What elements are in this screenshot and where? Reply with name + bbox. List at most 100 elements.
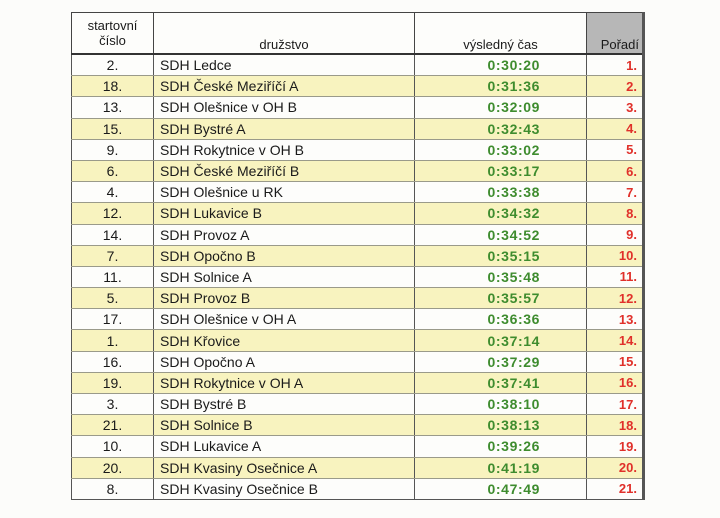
result-time-cell: 0:38:10 (414, 393, 587, 416)
table-row: 9. SDH Rokytnice v OH B 0:33:02 5. (71, 139, 645, 161)
header-start-number-line1: startovní (87, 18, 138, 33)
result-time-cell: 0:37:29 (414, 351, 587, 373)
start-number-cell: 13. (71, 96, 154, 119)
table-row: 1. SDH Křovice 0:37:14 14. (71, 329, 645, 352)
table-row: 19. SDH Rokytnice v OH A 0:37:41 16. (71, 372, 645, 395)
table-row: 16. SDH Opočno A 0:37:29 15. (71, 351, 645, 373)
rank-cell: 11. (586, 266, 645, 289)
team-cell: SDH Křovice (153, 329, 415, 352)
table-row: 7. SDH Opočno B 0:35:15 10. (71, 245, 645, 267)
rank-cell: 9. (586, 224, 645, 246)
start-number-cell: 16. (71, 351, 154, 373)
result-time-cell: 0:38:13 (414, 414, 587, 437)
start-number-cell: 18. (71, 75, 154, 98)
start-number-cell: 6. (71, 160, 154, 183)
rank-cell: 17. (586, 393, 645, 416)
result-time-cell: 0:33:02 (414, 139, 587, 161)
start-number-cell: 15. (71, 118, 154, 140)
rank-cell: 2. (586, 75, 645, 98)
rank-cell: 18. (586, 414, 645, 437)
team-cell: SDH Lukavice B (153, 202, 415, 225)
result-time-cell: 0:34:52 (414, 224, 587, 246)
start-number-cell: 19. (71, 372, 154, 395)
result-time-cell: 0:37:41 (414, 372, 587, 395)
result-time-cell: 0:35:57 (414, 287, 587, 310)
table-row: 15. SDH Bystré A 0:32:43 4. (71, 118, 645, 140)
result-time-cell: 0:33:17 (414, 160, 587, 183)
table-row: 17. SDH Olešnice v OH A 0:36:36 13. (71, 308, 645, 331)
result-time-cell: 0:39:26 (414, 435, 587, 458)
header-result-time: výsledný čas (414, 12, 587, 55)
team-cell: SDH Opočno B (153, 245, 415, 267)
start-number-cell: 20. (71, 457, 154, 479)
team-cell: SDH Kvasiny Osečnice A (153, 457, 415, 479)
result-time-cell: 0:35:15 (414, 245, 587, 267)
table-row: 4. SDH Olešnice u RK 0:33:38 7. (71, 181, 645, 204)
team-cell: SDH Solnice A (153, 266, 415, 289)
header-start-number-line2: číslo (99, 33, 126, 48)
rank-cell: 3. (586, 96, 645, 119)
rank-cell: 6. (586, 160, 645, 183)
team-cell: SDH Kvasiny Osečnice B (153, 478, 415, 500)
team-cell: SDH Provoz A (153, 224, 415, 246)
start-number-cell: 3. (71, 393, 154, 416)
table-row: 18. SDH České Meziříčí A 0:31:36 2. (71, 75, 645, 98)
team-cell: SDH Lukavice A (153, 435, 415, 458)
table-row: 12. SDH Lukavice B 0:34:32 8. (71, 202, 645, 225)
rank-cell: 15. (586, 351, 645, 373)
result-time-cell: 0:30:20 (414, 53, 587, 77)
result-time-cell: 0:41:19 (414, 457, 587, 479)
header-row: startovní číslo družstvo výsledný čas Po… (71, 12, 645, 55)
rank-cell: 5. (586, 139, 645, 161)
table-row: 5. SDH Provoz B 0:35:57 12. (71, 287, 645, 310)
start-number-cell: 1. (71, 329, 154, 352)
header-start-number: startovní číslo (71, 12, 154, 55)
start-number-cell: 17. (71, 308, 154, 331)
results-body: 2. SDH Ledce 0:30:20 1. 18. SDH České Meziříč… (71, 53, 645, 500)
header-team: družstvo (153, 12, 415, 55)
table-row: 3. SDH Bystré B 0:38:10 17. (71, 393, 645, 416)
results-table: startovní číslo družstvo výsledný čas Po… (71, 12, 645, 500)
rank-cell: 21. (586, 478, 645, 500)
team-cell: SDH Bystré B (153, 393, 415, 416)
rank-cell: 13. (586, 308, 645, 331)
table-row: 2. SDH Ledce 0:30:20 1. (71, 53, 645, 77)
table-row: 20. SDH Kvasiny Osečnice A 0:41:19 20. (71, 457, 645, 479)
rank-cell: 1. (586, 53, 645, 77)
table-row: 14. SDH Provoz A 0:34:52 9. (71, 224, 645, 246)
rank-cell: 10. (586, 245, 645, 267)
start-number-cell: 14. (71, 224, 154, 246)
start-number-cell: 7. (71, 245, 154, 267)
rank-cell: 8. (586, 202, 645, 225)
team-cell: SDH Rokytnice v OH B (153, 139, 415, 161)
team-cell: SDH České Meziříčí A (153, 75, 415, 98)
result-time-cell: 0:47:49 (414, 478, 587, 500)
team-cell: SDH Olešnice v OH B (153, 96, 415, 119)
result-time-cell: 0:35:48 (414, 266, 587, 289)
team-cell: SDH Rokytnice v OH A (153, 372, 415, 395)
start-number-cell: 9. (71, 139, 154, 161)
result-time-cell: 0:37:14 (414, 329, 587, 352)
rank-cell: 4. (586, 118, 645, 140)
start-number-cell: 4. (71, 181, 154, 204)
start-number-cell: 21. (71, 414, 154, 437)
result-time-cell: 0:31:36 (414, 75, 587, 98)
team-cell: SDH České Meziříčí B (153, 160, 415, 183)
rank-cell: 14. (586, 329, 645, 352)
team-cell: SDH Ledce (153, 53, 415, 77)
team-cell: SDH Solnice B (153, 414, 415, 437)
result-time-cell: 0:34:32 (414, 202, 587, 225)
result-time-cell: 0:33:38 (414, 181, 587, 204)
rank-cell: 16. (586, 372, 645, 395)
rank-cell: 12. (586, 287, 645, 310)
result-time-cell: 0:36:36 (414, 308, 587, 331)
start-number-cell: 10. (71, 435, 154, 458)
table-row: 6. SDH České Meziříčí B 0:33:17 6. (71, 160, 645, 183)
table-row: 13. SDH Olešnice v OH B 0:32:09 3. (71, 96, 645, 119)
start-number-cell: 8. (71, 478, 154, 500)
start-number-cell: 5. (71, 287, 154, 310)
team-cell: SDH Olešnice u RK (153, 181, 415, 204)
result-time-cell: 0:32:43 (414, 118, 587, 140)
table-row: 21. SDH Solnice B 0:38:13 18. (71, 414, 645, 437)
team-cell: SDH Bystré A (153, 118, 415, 140)
